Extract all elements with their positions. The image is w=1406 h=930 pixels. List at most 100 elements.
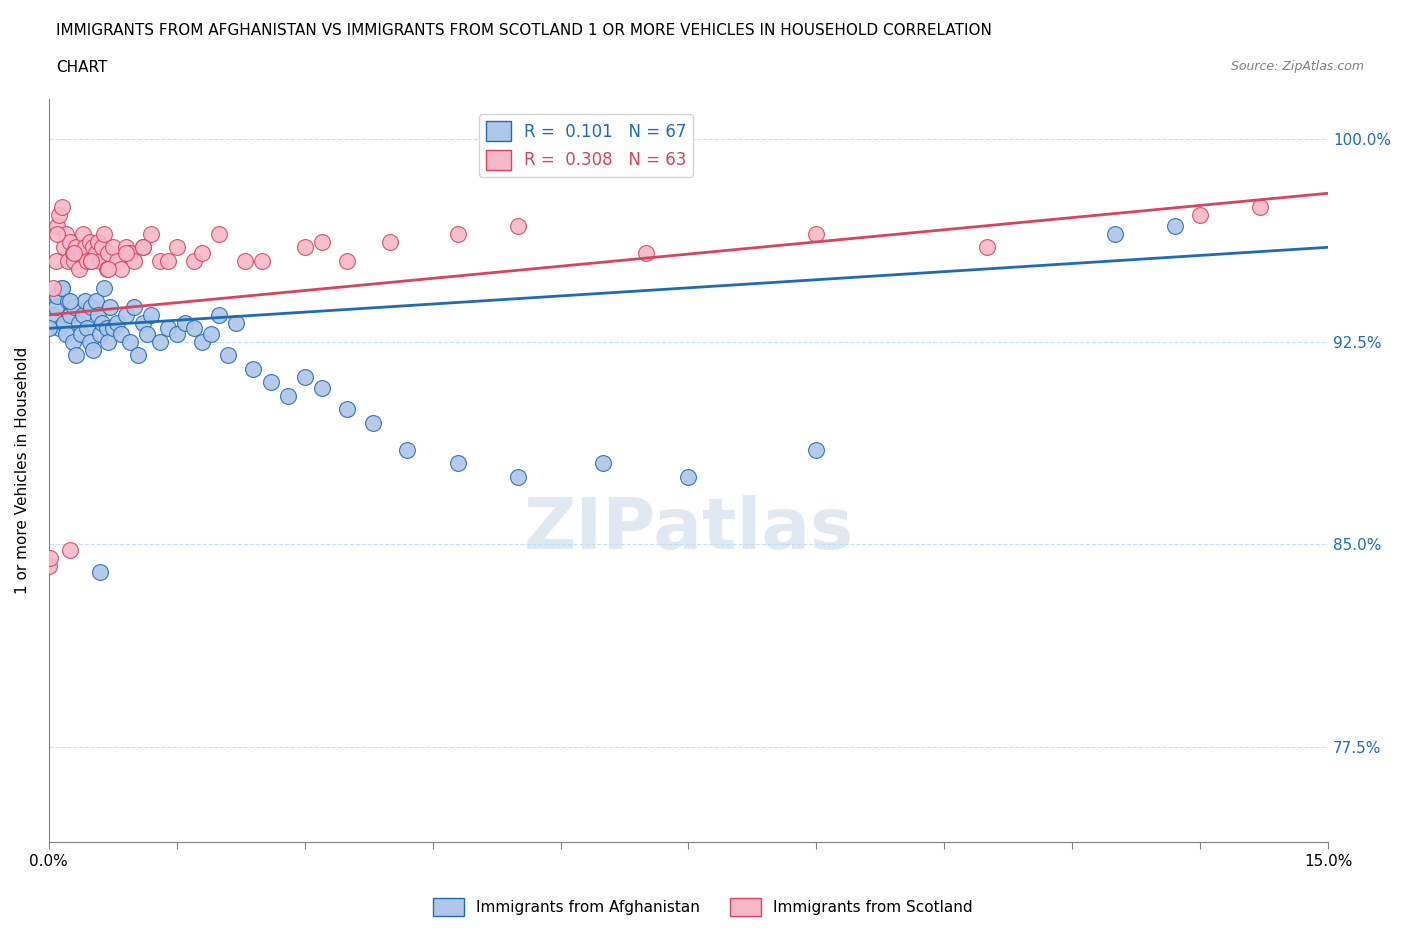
- Point: [59, 234, 82, 249]
- Point: [166, 326, 188, 341]
- Point: [217, 348, 239, 363]
- Point: [105, 315, 128, 330]
- Point: [90, 315, 112, 330]
- Point: [242, 362, 264, 377]
- Text: Source: ZipAtlas.com: Source: ZipAtlas.com: [1230, 60, 1364, 73]
- Point: [73, 240, 96, 255]
- Point: [63, 246, 86, 260]
- Point: [806, 443, 828, 458]
- Point: [149, 335, 172, 350]
- Point: [93, 280, 115, 295]
- Point: [63, 299, 86, 314]
- Text: ZIPatlas: ZIPatlas: [523, 495, 853, 565]
- Point: [294, 240, 316, 255]
- Point: [84, 246, 107, 260]
- Point: [191, 335, 214, 350]
- Point: [65, 240, 87, 255]
- Point: [506, 219, 529, 233]
- Point: [110, 261, 132, 276]
- Point: [114, 240, 136, 255]
- Point: [139, 308, 162, 323]
- Point: [70, 246, 93, 260]
- Point: [42, 280, 65, 295]
- Point: [131, 240, 153, 255]
- Point: [48, 321, 70, 336]
- Point: [59, 542, 82, 557]
- Point: [361, 416, 384, 431]
- Point: [135, 326, 157, 341]
- Point: [90, 240, 112, 255]
- Point: [97, 261, 120, 276]
- Point: [174, 315, 197, 330]
- Point: [447, 456, 470, 471]
- Point: [105, 253, 128, 268]
- Point: [191, 246, 214, 260]
- Point: [114, 308, 136, 323]
- Point: [42, 308, 65, 323]
- Point: [131, 315, 153, 330]
- Point: [166, 240, 188, 255]
- Point: [208, 226, 231, 241]
- Point: [56, 253, 79, 268]
- Point: [79, 234, 101, 249]
- Point: [122, 253, 145, 268]
- Point: [84, 294, 107, 309]
- Point: [97, 246, 120, 260]
- Point: [208, 308, 231, 323]
- Point: [157, 321, 180, 336]
- Y-axis label: 1 or more Vehicles in Household: 1 or more Vehicles in Household: [15, 347, 30, 594]
- Point: [98, 299, 121, 314]
- Point: [200, 326, 222, 341]
- Legend: R =  0.101   N = 67, R =  0.308   N = 63: R = 0.101 N = 67, R = 0.308 N = 63: [479, 114, 693, 177]
- Point: [72, 226, 94, 241]
- Point: [311, 380, 333, 395]
- Point: [56, 294, 79, 309]
- Point: [38, 321, 60, 336]
- Point: [118, 246, 141, 260]
- Point: [97, 335, 120, 350]
- Point: [80, 253, 103, 268]
- Point: [51, 280, 73, 295]
- Point: [79, 335, 101, 350]
- Point: [51, 280, 73, 295]
- Point: [65, 348, 87, 363]
- Point: [87, 234, 110, 249]
- Point: [118, 335, 141, 350]
- Point: [48, 207, 70, 222]
- Point: [506, 470, 529, 485]
- Point: [46, 219, 69, 233]
- Point: [259, 375, 281, 390]
- Point: [183, 321, 205, 336]
- Point: [62, 246, 84, 260]
- Point: [678, 470, 700, 485]
- Point: [114, 246, 136, 260]
- Point: [53, 315, 76, 330]
- Point: [806, 226, 828, 241]
- Point: [127, 348, 149, 363]
- Point: [55, 326, 77, 341]
- Point: [70, 326, 93, 341]
- Point: [131, 240, 153, 255]
- Legend: Immigrants from Afghanistan, Immigrants from Scotland: Immigrants from Afghanistan, Immigrants …: [427, 892, 979, 923]
- Point: [1104, 226, 1126, 241]
- Point: [51, 199, 73, 214]
- Point: [39, 551, 62, 565]
- Point: [1163, 219, 1185, 233]
- Point: [59, 294, 82, 309]
- Point: [233, 253, 256, 268]
- Point: [62, 335, 84, 350]
- Point: [1249, 199, 1271, 214]
- Point: [336, 253, 359, 268]
- Point: [378, 234, 401, 249]
- Point: [53, 240, 76, 255]
- Point: [96, 261, 118, 276]
- Point: [87, 308, 110, 323]
- Point: [89, 565, 111, 579]
- Point: [139, 226, 162, 241]
- Point: [1189, 207, 1212, 222]
- Point: [73, 294, 96, 309]
- Point: [38, 559, 60, 574]
- Point: [76, 321, 98, 336]
- Point: [311, 234, 333, 249]
- Point: [96, 321, 118, 336]
